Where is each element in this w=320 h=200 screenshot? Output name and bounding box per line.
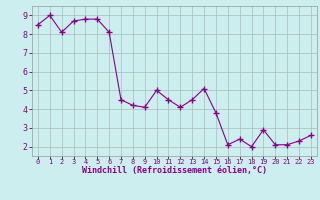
X-axis label: Windchill (Refroidissement éolien,°C): Windchill (Refroidissement éolien,°C) — [82, 166, 267, 175]
